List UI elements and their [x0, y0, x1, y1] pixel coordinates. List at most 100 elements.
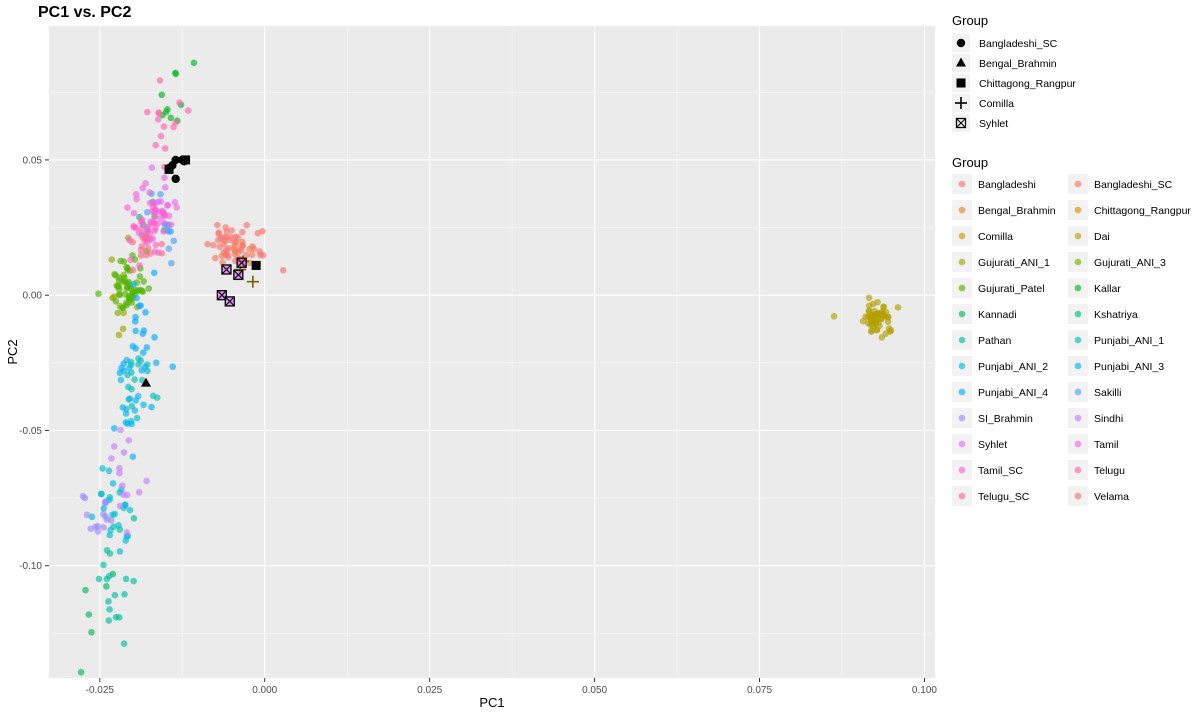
color-legend-label: Comilla	[978, 231, 1013, 243]
data-point	[148, 164, 156, 171]
color-legend-key	[958, 310, 966, 318]
data-point	[139, 288, 147, 296]
data-point	[132, 327, 140, 335]
x-axis-title: PC1	[479, 695, 504, 710]
data-point	[116, 464, 123, 472]
data-point	[160, 219, 168, 227]
data-point	[157, 190, 164, 198]
color-legend-key	[958, 232, 966, 240]
overlay-points	[140, 155, 261, 387]
data-point	[135, 229, 143, 237]
data-point	[212, 254, 219, 262]
data-point	[138, 243, 146, 250]
overlay-point-plus	[246, 275, 259, 288]
data-point	[122, 575, 130, 583]
data-point	[216, 243, 224, 251]
color-legend-label: Velama	[1094, 491, 1129, 503]
data-point	[110, 425, 118, 432]
data-point	[887, 326, 895, 334]
data-point	[119, 325, 127, 333]
data-point	[120, 449, 128, 456]
data-point	[103, 547, 111, 554]
color-legend-label: Chittagong_Rangpur	[1094, 205, 1191, 217]
data-point	[152, 359, 160, 367]
data-point	[160, 123, 168, 130]
color-legend-key	[958, 206, 966, 214]
data-point	[225, 245, 232, 252]
data-point	[243, 221, 251, 229]
shape-legend-key-boxcross	[955, 117, 967, 129]
data-point	[869, 300, 877, 308]
data-point	[112, 297, 120, 305]
data-point	[140, 401, 147, 409]
data-point	[135, 355, 142, 362]
color-legend-key	[958, 258, 966, 266]
overlay-point-square	[251, 260, 261, 270]
data-point	[132, 345, 139, 352]
data-point	[122, 537, 130, 544]
data-point	[111, 270, 118, 278]
data-point	[111, 510, 119, 518]
x-tick-label: 0.050	[582, 685, 607, 696]
data-point	[129, 266, 137, 274]
data-point	[123, 405, 130, 413]
data-point	[172, 70, 180, 78]
overlay-point-boxcross	[233, 269, 244, 281]
data-point	[172, 119, 179, 126]
overlay-point-boxcross	[236, 257, 247, 268]
data-point	[215, 230, 222, 238]
y-axis-title: PC2	[5, 339, 20, 364]
color-legend-key	[1074, 362, 1082, 370]
data-point	[141, 363, 149, 371]
data-point	[153, 394, 161, 401]
data-point	[237, 247, 245, 254]
color-legend-label: Tamil	[1094, 439, 1119, 451]
data-point	[100, 524, 107, 531]
data-point	[880, 303, 888, 311]
data-point	[256, 251, 264, 259]
data-point	[184, 107, 192, 114]
data-point	[124, 204, 131, 211]
data-point	[106, 606, 113, 613]
shape-legend-label: Comilla	[979, 98, 1014, 110]
shape-legend: Group Bangladeshi_SC Bengal_Brahmin Chitta…	[952, 13, 1076, 132]
data-point	[144, 245, 152, 252]
data-point	[881, 313, 889, 320]
y-tick-label: -0.10	[19, 561, 42, 572]
data-point	[121, 590, 128, 598]
data-point	[171, 198, 179, 206]
data-point	[149, 203, 157, 211]
data-point	[155, 110, 163, 117]
data-point	[214, 221, 221, 229]
color-legend-key	[958, 180, 966, 188]
color-legend-label: Kannadi	[978, 309, 1017, 321]
data-point	[158, 249, 166, 257]
y-tick-label: -0.05	[19, 426, 42, 437]
data-point	[118, 482, 126, 489]
data-point	[103, 516, 111, 523]
x-tick-label: 0.025	[417, 685, 442, 696]
data-point	[126, 395, 134, 402]
plot-panel	[49, 26, 935, 678]
data-point	[243, 251, 250, 259]
overlay-point-boxcross	[221, 264, 232, 275]
data-point	[227, 233, 234, 241]
data-point	[160, 209, 167, 216]
data-point	[140, 349, 147, 356]
color-legend-label: Pathan	[978, 335, 1011, 347]
data-point	[158, 240, 165, 248]
data-point	[103, 575, 111, 583]
data-point	[161, 184, 169, 191]
data-point	[130, 209, 138, 217]
data-point	[126, 506, 134, 514]
data-point	[122, 419, 130, 426]
data-point	[129, 453, 137, 460]
data-point	[170, 237, 178, 245]
data-point	[110, 443, 118, 450]
data-point	[85, 611, 93, 618]
data-point	[118, 364, 125, 372]
data-point	[116, 548, 124, 555]
data-point	[115, 613, 123, 621]
shape-legend-key-triangle	[956, 57, 966, 67]
data-point	[83, 511, 91, 519]
